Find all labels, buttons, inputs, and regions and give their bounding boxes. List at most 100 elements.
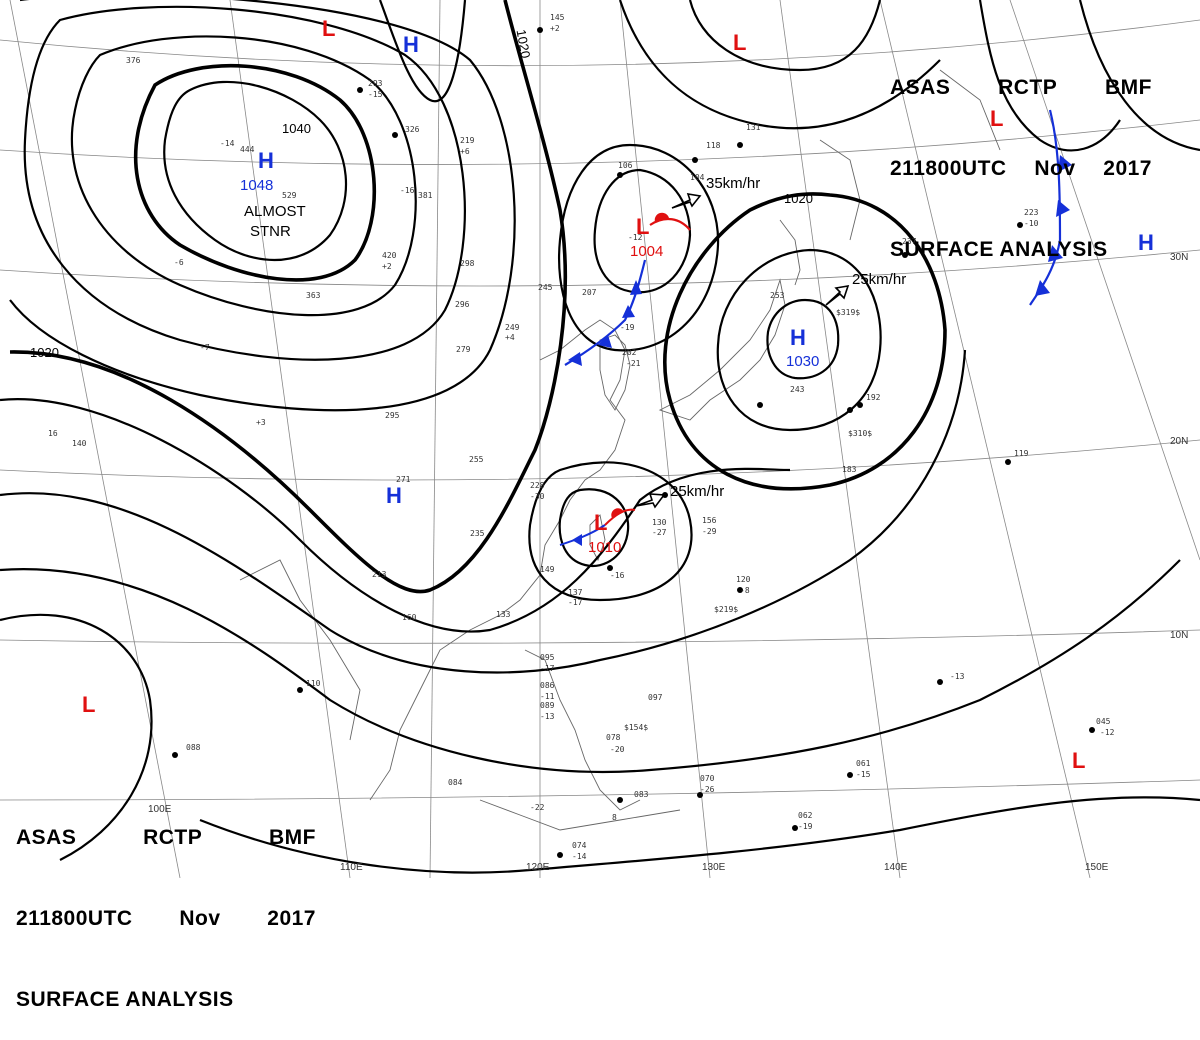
isobar-label-1020-north: 1020 xyxy=(514,28,534,59)
station-value: -30 xyxy=(530,492,545,501)
station-value: -13 xyxy=(540,712,555,721)
station-value: 249 xyxy=(505,323,520,332)
header-source: ASAS xyxy=(890,76,951,99)
header-time: 211800UTC xyxy=(16,907,133,930)
station-value: 295 xyxy=(385,411,400,420)
header-product: BMF xyxy=(1105,76,1152,99)
header-center: RCTP xyxy=(143,826,203,849)
stationary-note-2: STNR xyxy=(250,223,291,240)
header-line-2: 211800UTC Nov 2017 xyxy=(16,905,316,932)
high-value: 1048 xyxy=(240,177,273,194)
cold-front-korea xyxy=(564,259,647,366)
longitude-gridlines xyxy=(9,0,1200,878)
station-value: -17 xyxy=(568,598,583,607)
high-letter-east: H xyxy=(1138,230,1154,255)
header-year: 2017 xyxy=(1103,157,1152,180)
station-value: 045 xyxy=(1096,717,1111,726)
station-value: 444 xyxy=(240,145,255,154)
station-value: -15 xyxy=(856,770,871,779)
header-title: SURFACE ANALYSIS xyxy=(890,238,1108,261)
station-value: -22 xyxy=(530,803,545,812)
lat-label-10n: 10N xyxy=(1170,630,1188,641)
warm-front-korea xyxy=(649,212,691,231)
station-value: 160 xyxy=(402,613,417,622)
station-value: 213 xyxy=(372,570,387,579)
low-letter: L xyxy=(594,510,607,535)
station-value: 086 xyxy=(540,681,555,690)
station-value: 118 xyxy=(706,141,721,150)
low-letter-far-ne: L xyxy=(990,106,1003,131)
station-value: 420 xyxy=(382,251,397,260)
lon-label-110e: 110E xyxy=(340,862,363,873)
station-value: -19 xyxy=(798,822,813,831)
header-line-1: ASAS RCTP BMF xyxy=(890,74,1152,101)
movement-arrows xyxy=(635,192,850,509)
station-value: -29 xyxy=(702,527,717,536)
station-value: 183 xyxy=(842,465,857,474)
station-value: -14 xyxy=(220,139,235,148)
center-high-main: H 1048 ALMOST STNR xyxy=(240,148,306,240)
station-value: 223 xyxy=(1024,208,1039,217)
station-value: 192 xyxy=(866,393,881,402)
station-value: 235 xyxy=(470,529,485,538)
station-value: +2 xyxy=(550,24,560,33)
station-value: -8 xyxy=(740,586,750,595)
station-value: 145 xyxy=(550,13,565,22)
station-value: 326 xyxy=(405,125,420,134)
station-value: 084 xyxy=(448,778,463,787)
station-value: 062 xyxy=(798,811,813,820)
station-value: 376 xyxy=(126,56,141,65)
station-value: 253 xyxy=(770,291,785,300)
station-value: -15 xyxy=(368,90,383,99)
station-value: 245 xyxy=(538,283,553,292)
isobar-label-1020-west: 1020 xyxy=(30,345,59,360)
station-value: -12 xyxy=(1100,728,1115,737)
high-letter: H xyxy=(790,325,806,350)
header-title: SURFACE ANALYSIS xyxy=(16,988,234,1011)
station-value: -6 xyxy=(174,258,184,267)
station-value: 131 xyxy=(746,123,761,132)
front-taiwan xyxy=(559,508,636,546)
station-value: 363 xyxy=(306,291,321,300)
header-year: 2017 xyxy=(267,907,316,930)
station-value: 156 xyxy=(702,516,717,525)
station-value: +2 xyxy=(382,262,392,271)
cold-front-east xyxy=(1029,109,1072,306)
station-value: 137 xyxy=(568,588,583,597)
low-letter: L xyxy=(636,214,649,239)
station-value: 293 xyxy=(368,79,383,88)
isobar-label-1040: 1040 xyxy=(282,121,311,136)
station-value: -20 xyxy=(610,745,625,754)
station-value: $310$ xyxy=(848,429,872,438)
station-value: 202 xyxy=(622,348,637,357)
station-value: -7 xyxy=(200,343,210,352)
high-letter: H xyxy=(258,148,274,173)
isobar-label-1020-east: 1020 xyxy=(784,191,813,206)
weather-map: 1040 1020 1020 1020 H 1048 ALMOST STNR H… xyxy=(0,0,1200,878)
header-product: BMF xyxy=(269,826,316,849)
station-value: -17 xyxy=(540,664,555,673)
lon-label-140e: 140E xyxy=(884,862,908,873)
station-value: -27 xyxy=(652,528,667,537)
station-value: 110 xyxy=(306,679,321,688)
station-value: 16 xyxy=(48,429,58,438)
station-value: -14 xyxy=(572,852,587,861)
station-value: -10 xyxy=(1024,219,1039,228)
station-value: 074 xyxy=(572,841,587,850)
station-value: 298 xyxy=(460,259,475,268)
station-value: 133 xyxy=(496,610,511,619)
station-value: $319$ xyxy=(836,308,860,317)
station-value: $219$ xyxy=(714,605,738,614)
map-header-bottom-left: ASAS RCTP BMF 211800UTC Nov 2017 SURFACE… xyxy=(16,770,316,1040)
station-value: 095 xyxy=(540,653,555,662)
station-value: 088 xyxy=(186,743,201,752)
movement-label-japan: 25km/hr xyxy=(852,271,906,288)
stationary-note-1: ALMOST xyxy=(244,203,306,220)
center-low-taiwan: L 1010 xyxy=(588,510,621,556)
station-value: -11 xyxy=(540,692,555,701)
station-value: 279 xyxy=(456,345,471,354)
isobars xyxy=(0,0,1200,874)
center-high-japan: H 1030 xyxy=(786,325,819,370)
lat-label-20n: 20N xyxy=(1170,436,1188,447)
station-value: -16 xyxy=(400,186,415,195)
